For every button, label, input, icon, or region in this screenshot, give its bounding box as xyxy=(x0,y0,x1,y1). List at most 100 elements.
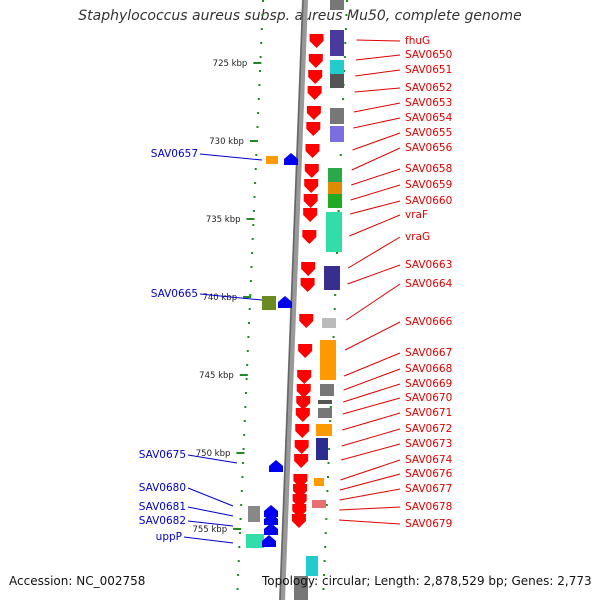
guide-dot xyxy=(326,490,329,492)
tick-label: 745 kbp xyxy=(199,371,234,381)
guide-dot xyxy=(261,14,264,16)
reverse-labels: SAV0657 SAV0665 SAV0675 SAV0680 SAV0681 SAV06… xyxy=(139,148,263,544)
forward-gene-label: SAV0658 xyxy=(405,163,452,175)
reverse-gene-arrow xyxy=(264,505,278,517)
feature-block xyxy=(330,126,344,142)
guide-dot xyxy=(260,28,263,30)
reverse-gene-label: SAV0657 xyxy=(151,148,198,160)
forward-gene-label: SAV0668 xyxy=(405,363,452,375)
forward-gene-arrow xyxy=(301,262,316,276)
tick-mark xyxy=(239,374,248,376)
guide-dot xyxy=(246,364,249,366)
tick-label: 730 kbp xyxy=(209,137,244,147)
guide-dot xyxy=(329,406,332,408)
accession-text: Accession: NC_002758 xyxy=(9,574,146,588)
reverse-gene-arrow xyxy=(278,296,292,308)
feature-block xyxy=(330,30,344,56)
forward-gene-arrow xyxy=(291,514,306,528)
forward-gene-label: SAV0676 xyxy=(405,468,453,480)
forward-gene-arrow xyxy=(306,122,321,136)
forward-gene-arrow xyxy=(294,454,309,468)
guide-dot xyxy=(242,462,244,464)
forward-leader-line xyxy=(339,473,401,491)
reverse-leader-line xyxy=(187,506,234,517)
guide-dot xyxy=(246,350,249,352)
guide-dot xyxy=(256,126,259,128)
guide-dot xyxy=(325,504,328,506)
tick-mark xyxy=(246,218,255,220)
feature-block xyxy=(312,500,326,508)
forward-leader-line xyxy=(343,368,401,391)
guide-dot xyxy=(344,42,347,44)
forward-gene-arrow xyxy=(300,278,315,292)
backbone-line xyxy=(279,0,308,600)
forward-leader-line xyxy=(345,283,401,321)
feature-block xyxy=(322,318,336,328)
tick-label: 755 kbp xyxy=(192,525,227,535)
forward-gene-label: SAV0677 xyxy=(405,483,452,495)
tick-label: 740 kbp xyxy=(202,293,237,303)
forward-gene-label: SAV0674 xyxy=(405,454,453,466)
reverse-gene-arrow xyxy=(264,513,278,525)
guide-dot xyxy=(323,560,326,562)
reverse-leader-line xyxy=(199,153,263,161)
forward-leader-line xyxy=(355,69,401,77)
forward-gene-arrow xyxy=(305,144,320,158)
reverse-leader-line xyxy=(199,293,263,301)
feature-block xyxy=(320,384,334,396)
forward-gene-label: SAV0652 xyxy=(405,82,452,94)
guide-dot xyxy=(328,448,331,450)
feature-block xyxy=(324,266,340,290)
feature-block xyxy=(314,478,324,486)
forward-gene-arrow xyxy=(307,86,322,100)
guide-dot xyxy=(324,532,327,534)
reverse-leader-line xyxy=(187,487,234,507)
forward-leader-line xyxy=(344,352,401,377)
tick-mark xyxy=(253,62,262,64)
forward-gene-arrow xyxy=(295,408,310,422)
forward-gene-label: fhuG xyxy=(405,35,430,47)
guide-dot xyxy=(249,280,252,282)
guide-dot xyxy=(248,308,251,310)
feature-block xyxy=(326,212,342,252)
forward-gene-arrow xyxy=(304,179,319,193)
guide-dot xyxy=(346,0,348,2)
forward-leader-line xyxy=(353,102,401,113)
feature-block xyxy=(248,506,260,522)
reverse-leader-line xyxy=(187,454,238,464)
reverse-gene-label: uppP xyxy=(156,531,182,543)
guide-dot xyxy=(259,70,261,72)
reverse-gene-label: SAV0682 xyxy=(139,515,186,527)
forward-gene-label: SAV0679 xyxy=(405,518,452,530)
reverse-leader-line xyxy=(183,536,234,544)
genome-title: Staphylococcus aureus subsp. aureus Mu50… xyxy=(78,8,522,24)
guide-dot xyxy=(334,294,337,296)
guide-dot xyxy=(324,546,327,548)
forward-leader-line xyxy=(353,117,401,129)
feature-block xyxy=(328,182,342,194)
feature-block xyxy=(246,534,264,548)
feature-block xyxy=(316,424,332,436)
feature-block xyxy=(262,296,276,310)
forward-leader-line xyxy=(347,236,401,269)
guide-dot xyxy=(248,322,250,324)
feature-blocks xyxy=(246,0,344,600)
kbp-ticks: 725 kbp 730 kbp 735 kbp 740 kbp 745 kbp 750 k… xyxy=(192,59,262,535)
forward-gene-arrow xyxy=(309,34,324,48)
forward-gene-arrow xyxy=(304,164,319,178)
forward-gene-label: vraF xyxy=(405,209,428,221)
forward-gene-label: SAV0659 xyxy=(405,179,452,191)
forward-gene-label: SAV0656 xyxy=(405,142,453,154)
reverse-gene-label: SAV0675 xyxy=(139,449,186,461)
forward-gene-label: SAV0672 xyxy=(405,423,452,435)
forward-gene-arrow xyxy=(296,396,311,410)
forward-gene-arrow xyxy=(308,54,323,68)
tick-mark xyxy=(233,528,242,530)
forward-gene-label: SAV0670 xyxy=(405,392,452,404)
forward-gene-arrow xyxy=(303,194,318,208)
guide-dot xyxy=(337,210,340,212)
guide-dot xyxy=(257,98,260,100)
guide-dot xyxy=(252,224,255,226)
forward-leader-line xyxy=(355,54,401,61)
topology-text: Topology: circular; Length: 2,878,529 bp… xyxy=(262,574,592,588)
